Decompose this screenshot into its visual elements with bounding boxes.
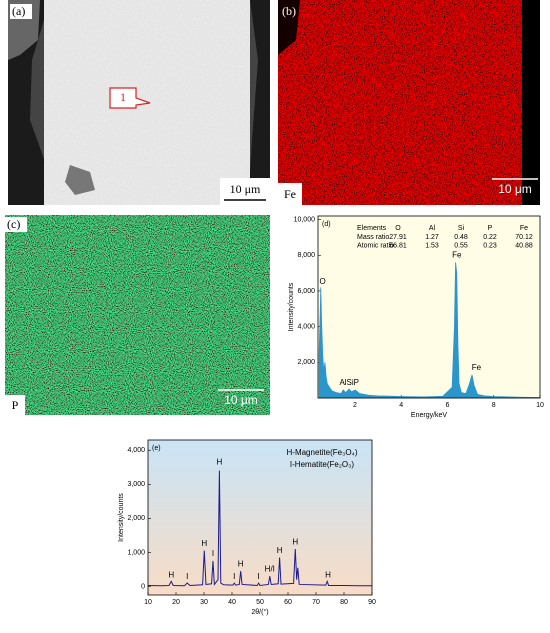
- peak-label: Fe: [452, 250, 462, 259]
- table-cell: 56.81: [389, 242, 407, 249]
- table-cell: 1.27: [425, 234, 439, 241]
- x-tick-label: 70: [312, 599, 320, 606]
- y-axis-label: Intensity/counts: [118, 493, 125, 542]
- table-cell: 0.23: [483, 242, 497, 249]
- element-bg: [278, 183, 302, 205]
- x-tick-label: 20: [172, 599, 180, 606]
- peak-label: H: [238, 559, 244, 568]
- x-tick-label: 80: [340, 599, 348, 606]
- scale-label: 10 μm: [230, 182, 261, 196]
- peak-label: AlSiP: [339, 378, 359, 387]
- y-tick-label: 4,000: [297, 323, 315, 330]
- x-tick-label: 10: [536, 402, 544, 409]
- scale-label: 10 μm: [498, 182, 532, 196]
- table-header: Al: [429, 225, 436, 232]
- table-header: Si: [458, 225, 465, 232]
- dark-region: [278, 0, 300, 55]
- x-axis-label: 2θ/(°): [251, 608, 268, 616]
- plot-frame: [147, 439, 373, 596]
- x-tick-label: 60: [284, 599, 292, 606]
- callout: 1: [120, 90, 126, 104]
- element-label: P: [12, 398, 19, 412]
- table-cell: 0.22: [483, 234, 497, 241]
- pattern-line: [147, 470, 372, 587]
- panel-label: (e): [152, 445, 161, 452]
- element-bg: [5, 395, 25, 415]
- x-tick-label: 4: [399, 402, 403, 409]
- peak-label: H/I: [265, 565, 275, 574]
- table-header: P: [488, 225, 493, 232]
- peak-label: H: [201, 539, 207, 548]
- panel-label: (a): [12, 4, 25, 18]
- peak-label: H: [277, 546, 283, 555]
- peak-label: H: [325, 570, 331, 579]
- y-tick-label: 3,000: [127, 481, 145, 488]
- fe-map: [278, 0, 522, 205]
- peak-label: O: [320, 277, 326, 286]
- peak-label: H: [168, 570, 174, 579]
- peak-label: Fe: [472, 363, 482, 372]
- y-tick-label: 2,000: [297, 359, 315, 366]
- x-tick-label: 30: [200, 599, 208, 606]
- element-label: Fe: [284, 187, 296, 201]
- panel-label: (b): [282, 4, 296, 18]
- peak-label: H: [292, 537, 298, 546]
- x-axis-label: Energy/keV: [411, 412, 448, 419]
- peak-label: I: [257, 572, 259, 581]
- table-cell: Atomic ratio: [357, 242, 394, 249]
- y-tick-label: 8,000: [297, 252, 315, 259]
- x-tick-label: 90: [368, 599, 376, 606]
- table-cell: 0.48: [454, 234, 468, 241]
- plot-area: [318, 216, 540, 398]
- y-axis-label: Intensity/counts: [288, 282, 295, 331]
- label-bg: [5, 217, 27, 232]
- table-cell: 0.55: [454, 242, 468, 249]
- plot-frame: [317, 215, 541, 399]
- panel-label: (c): [7, 217, 20, 231]
- callout-box: [109, 87, 151, 109]
- x-tick-label: 10: [144, 599, 152, 606]
- table-cell: 40.88: [515, 242, 533, 249]
- y-tick-label: 0: [141, 583, 145, 590]
- scale-label: 10 μm: [224, 393, 258, 407]
- label-bg: [10, 4, 32, 19]
- x-tick-label: 50: [256, 599, 264, 606]
- legend-text: I-Hematite(Fe₂O₃): [290, 460, 354, 469]
- table-cell: 70.12: [515, 234, 533, 241]
- x-tick-label: 6: [446, 402, 450, 409]
- plot-area: [148, 440, 372, 595]
- table-header: Elements: [357, 225, 387, 232]
- legend-text: H-Magnetite(Fe₃O₄): [287, 448, 358, 457]
- table-header: O: [395, 225, 401, 232]
- charts: 2 4 6 8 10 2,000 4,000 6,000 8,000 10,000 (d) Energ…: [118, 215, 544, 616]
- peak-label: H: [217, 457, 223, 466]
- x-tick-label: 40: [228, 599, 236, 606]
- peak-label: I: [233, 572, 235, 581]
- y-tick-label: 1,000: [127, 549, 145, 556]
- y-tick-label: 10,000: [294, 216, 316, 223]
- table-cell: 27.91: [389, 234, 407, 241]
- table-header: Fe: [520, 225, 528, 232]
- peak-label: I: [186, 572, 188, 581]
- table-cell: 1.53: [425, 242, 439, 249]
- panel-label: (d): [322, 221, 331, 228]
- y-tick-label: 6,000: [297, 288, 315, 295]
- peak-label: I: [212, 549, 214, 558]
- y-tick-label: 2,000: [127, 515, 145, 522]
- p-map: [5, 215, 270, 415]
- y-tick-label: 4,000: [127, 447, 145, 454]
- x-tick-label: 8: [492, 402, 496, 409]
- x-tick-label: 2: [353, 402, 357, 409]
- spectrum-area: [318, 262, 541, 399]
- table-cell: Mass ratio: [357, 234, 389, 241]
- debris: [65, 165, 95, 195]
